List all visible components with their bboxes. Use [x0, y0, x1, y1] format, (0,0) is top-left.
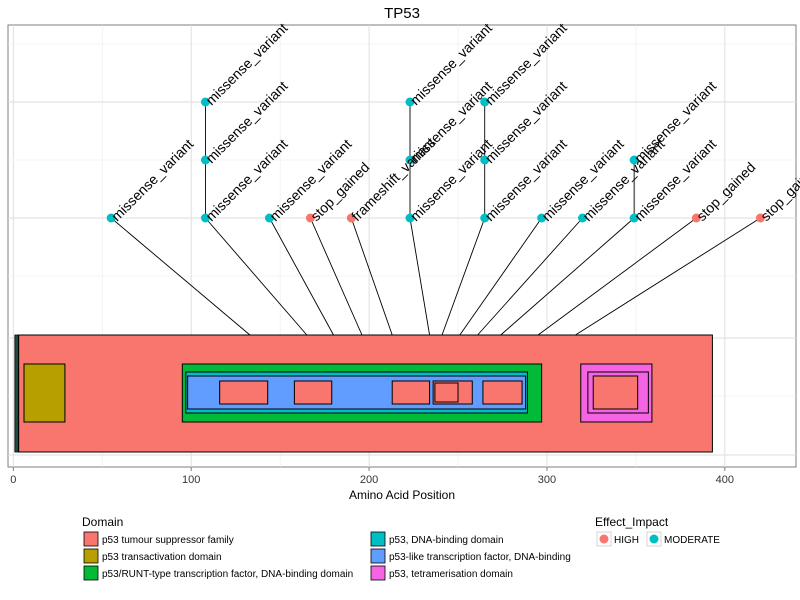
variant-point [305, 213, 315, 223]
x-tick-label: 400 [716, 474, 734, 486]
legend: Domain p53 tumour suppressor family p53 tr… [82, 515, 720, 581]
variant-stem [309, 217, 363, 336]
domain-rect [23, 363, 66, 423]
variant-stem [350, 217, 393, 336]
legend-domain-key [370, 531, 386, 547]
variant-stem [575, 217, 761, 336]
variant-stem [459, 217, 543, 336]
variant-point [405, 155, 415, 165]
legend-domain-key [83, 548, 99, 564]
variant-point [264, 213, 274, 223]
variant-stem [441, 217, 486, 336]
legend-effect-key [649, 534, 659, 544]
legend-domain-label: p53, tetramerisation domain [389, 569, 513, 580]
variant-stem [500, 217, 635, 336]
legend-domain-title: Domain [82, 515, 123, 529]
domain-rect [391, 380, 431, 405]
x-axis: 0 100 200 300 400 [10, 467, 734, 486]
protein-domains [14, 334, 713, 453]
variant-point [755, 213, 765, 223]
legend-domain-label: p53 tumour suppressor family [102, 535, 234, 546]
legend-domain-label: p53-like transcription factor, DNA-bindi… [389, 552, 571, 563]
variant-point [346, 213, 356, 223]
variant-point [405, 97, 415, 107]
variant-point [537, 213, 547, 223]
legend-domain-label: p53/RUNT-type transcription factor, DNA-… [102, 569, 353, 580]
variant-point [200, 213, 210, 223]
x-tick-label: 300 [538, 474, 556, 486]
variant-stems [110, 102, 761, 336]
variant-point [480, 213, 490, 223]
x-tick-label: 200 [360, 474, 378, 486]
protein-start-strip [14, 334, 19, 453]
variant-point [200, 155, 210, 165]
variant-point [480, 97, 490, 107]
legend-domain-key [370, 565, 386, 581]
variant-stem [269, 217, 334, 336]
variant-stem [537, 217, 697, 336]
legend-effect-label: HIGH [614, 535, 639, 546]
legend-effect-label: MODERATE [664, 535, 720, 546]
x-tick-label: 0 [10, 474, 16, 486]
variant-point [405, 213, 415, 223]
legend-domain-key [83, 531, 99, 547]
variant-point [578, 213, 588, 223]
legend-domain-label: p53 transactivation domain [102, 552, 222, 563]
variant-point [106, 213, 116, 223]
variant-stem [477, 217, 583, 336]
legend-domain-key [83, 565, 99, 581]
x-tick-label: 100 [182, 474, 200, 486]
variant-point [480, 155, 490, 165]
legend-domain-key [370, 548, 386, 564]
legend-domain-label: p53, DNA-binding domain [389, 535, 504, 546]
variant-stem [205, 217, 308, 336]
domain-rect [592, 375, 639, 410]
variant-point [200, 97, 210, 107]
variant-stem [409, 217, 431, 336]
variant-point [629, 155, 639, 165]
variant-stem [110, 217, 251, 336]
x-axis-label: Amino Acid Position [349, 488, 455, 502]
domain-rect [293, 380, 333, 405]
variant-point [629, 213, 639, 223]
chart-title: TP53 [384, 5, 420, 22]
domain-rect [219, 380, 269, 405]
variant-points [106, 97, 765, 223]
domain-rect [482, 380, 523, 405]
legend-effect-key [599, 534, 609, 544]
variant-point [691, 213, 701, 223]
domain-rect [434, 382, 459, 403]
legend-effect-title: Effect_Impact [595, 515, 669, 529]
